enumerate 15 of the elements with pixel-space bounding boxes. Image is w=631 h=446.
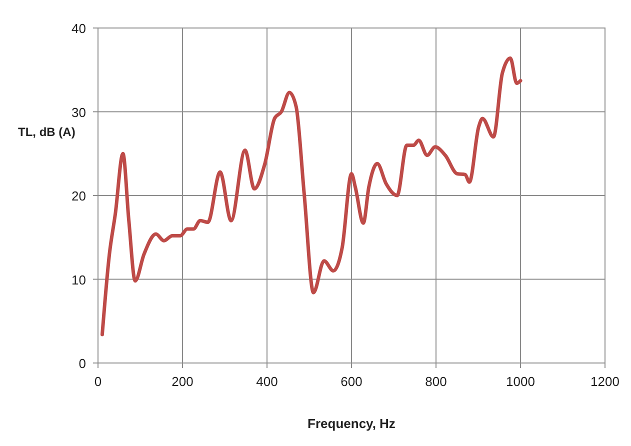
x-tick-label: 600	[340, 374, 362, 389]
x-tick-label: 1000	[506, 374, 535, 389]
x-tick-label: 1200	[590, 374, 620, 389]
y-tick-label: 10	[72, 272, 86, 288]
y-tick-label: 30	[72, 104, 86, 120]
x-tick-label: 200	[172, 374, 194, 389]
y-tick-label: 40	[72, 21, 86, 36]
x-tick-label: 400	[256, 374, 278, 389]
line-series	[100, 56, 522, 336]
y-tick-label: 0	[78, 356, 86, 371]
x-tick-label: 0	[94, 374, 102, 389]
x-tick-label: 800	[425, 374, 447, 389]
y-tick-label: 20	[72, 188, 86, 204]
y-axis-title: TL, dB (A)	[18, 125, 76, 139]
x-axis-title: Frequency, Hz	[308, 416, 396, 431]
